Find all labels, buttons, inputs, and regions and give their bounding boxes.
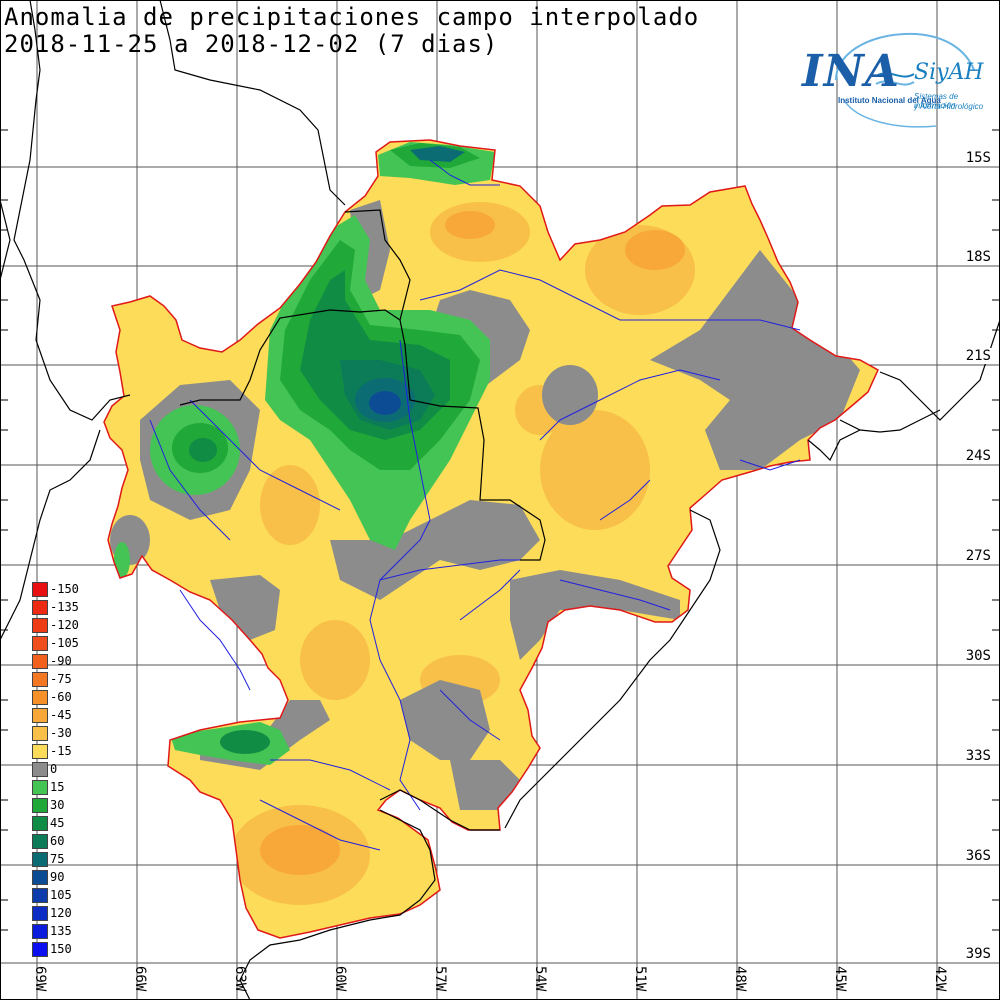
legend-swatch	[32, 798, 48, 813]
legend-item: 45	[32, 814, 102, 832]
legend-label: 105	[50, 888, 72, 902]
legend-item: 75	[32, 850, 102, 868]
color-legend: -150 -135 -120 -105 -90 -75 -60 -45 -30 -15 0 15 30 4…	[32, 580, 102, 958]
legend-label: 45	[50, 816, 65, 830]
legend-item: -105	[32, 634, 102, 652]
lon-label: 45W	[832, 966, 848, 992]
legend-swatch	[32, 672, 48, 687]
lon-label: 60W	[332, 966, 348, 992]
legend-label: -45	[50, 708, 72, 722]
legend-swatch	[32, 780, 48, 795]
legend-item: 90	[32, 868, 102, 886]
legend-label: -60	[50, 690, 72, 704]
logo-subtitle-1: Sistemas de información	[914, 92, 959, 110]
legend-swatch	[32, 834, 48, 849]
legend-label: 150	[50, 942, 72, 956]
lon-label: 66W	[132, 966, 148, 992]
map-date-range: 2018-11-25 a 2018-12-02 (7 dias)	[4, 30, 499, 58]
legend-label: -135	[50, 600, 79, 614]
legend-item: 120	[32, 904, 102, 922]
legend-swatch	[32, 726, 48, 741]
legend-label: 75	[50, 852, 65, 866]
legend-item: -135	[32, 598, 102, 616]
legend-item: 15	[32, 778, 102, 796]
lat-label: 18S	[964, 249, 992, 265]
legend-item: 30	[32, 796, 102, 814]
legend-label: 120	[50, 906, 72, 920]
legend-item: 150	[32, 940, 102, 958]
legend-label: 90	[50, 870, 65, 884]
legend-label: 60	[50, 834, 65, 848]
lon-label: 51W	[632, 966, 648, 992]
legend-label: -90	[50, 654, 72, 668]
legend-label: 0	[50, 762, 58, 776]
lat-label: 24S	[964, 448, 992, 464]
rivers	[149, 159, 801, 851]
basin-border	[103, 139, 879, 939]
legend-swatch	[32, 654, 48, 669]
map-title: Anomalia de precipitaciones campo interp…	[4, 3, 700, 31]
legend-swatch	[32, 852, 48, 867]
legend-item: 105	[32, 886, 102, 904]
logo-subtitle-2: y Alerta Hidrológico	[914, 102, 984, 111]
legend-swatch	[32, 906, 48, 921]
legend-swatch	[32, 816, 48, 831]
legend-label: -15	[50, 744, 72, 758]
legend-item: -75	[32, 670, 102, 688]
legend-swatch	[32, 888, 48, 903]
legend-swatch	[32, 762, 48, 777]
axis-ticks	[0, 129, 1000, 931]
legend-label: 30	[50, 798, 65, 812]
legend-item: -120	[32, 616, 102, 634]
lon-label: 63W	[232, 966, 248, 992]
lat-label: 39S	[964, 946, 992, 962]
lat-label: 30S	[964, 648, 992, 664]
logo-wave-icon	[835, 32, 975, 128]
logo-siyah-text: SiyAH	[914, 60, 984, 85]
lon-label: 69W	[32, 966, 48, 992]
legend-swatch	[32, 942, 48, 957]
lat-label: 27S	[964, 548, 992, 564]
lon-label: 42W	[932, 966, 948, 992]
legend-swatch	[32, 600, 48, 615]
legend-swatch	[32, 924, 48, 939]
legend-item: -30	[32, 724, 102, 742]
legend-item: -45	[32, 706, 102, 724]
lat-label: 33S	[964, 748, 992, 764]
legend-swatch	[32, 744, 48, 759]
lat-label: 21S	[964, 348, 992, 364]
legend-label: -150	[50, 582, 79, 596]
legend-item: -90	[32, 652, 102, 670]
legend-label: -105	[50, 636, 79, 650]
logo-institution: Instituto Nacional del Agua	[838, 96, 941, 105]
legend-label: -75	[50, 672, 72, 686]
ina-siyah-logo: INA SiyAH Instituto Nacional del Agua Si…	[796, 30, 996, 130]
lon-label: 57W	[432, 966, 448, 992]
legend-swatch	[32, 708, 48, 723]
legend-label: -120	[50, 618, 79, 632]
legend-item: -60	[32, 688, 102, 706]
legend-label: -30	[50, 726, 72, 740]
lat-label: 36S	[964, 848, 992, 864]
lat-label: 15S	[964, 150, 992, 166]
lon-label: 48W	[732, 966, 748, 992]
legend-swatch	[32, 582, 48, 597]
legend-swatch	[32, 618, 48, 633]
legend-item: 135	[32, 922, 102, 940]
legend-item: 60	[32, 832, 102, 850]
legend-label: 15	[50, 780, 65, 794]
legend-item: -15	[32, 742, 102, 760]
legend-label: 135	[50, 924, 72, 938]
legend-swatch	[32, 870, 48, 885]
legend-swatch	[32, 690, 48, 705]
lon-label: 54W	[532, 966, 548, 992]
legend-item: 0	[32, 760, 102, 778]
logo-ina-text: INA	[802, 46, 900, 97]
legend-swatch	[32, 636, 48, 651]
legend-item: -150	[32, 580, 102, 598]
